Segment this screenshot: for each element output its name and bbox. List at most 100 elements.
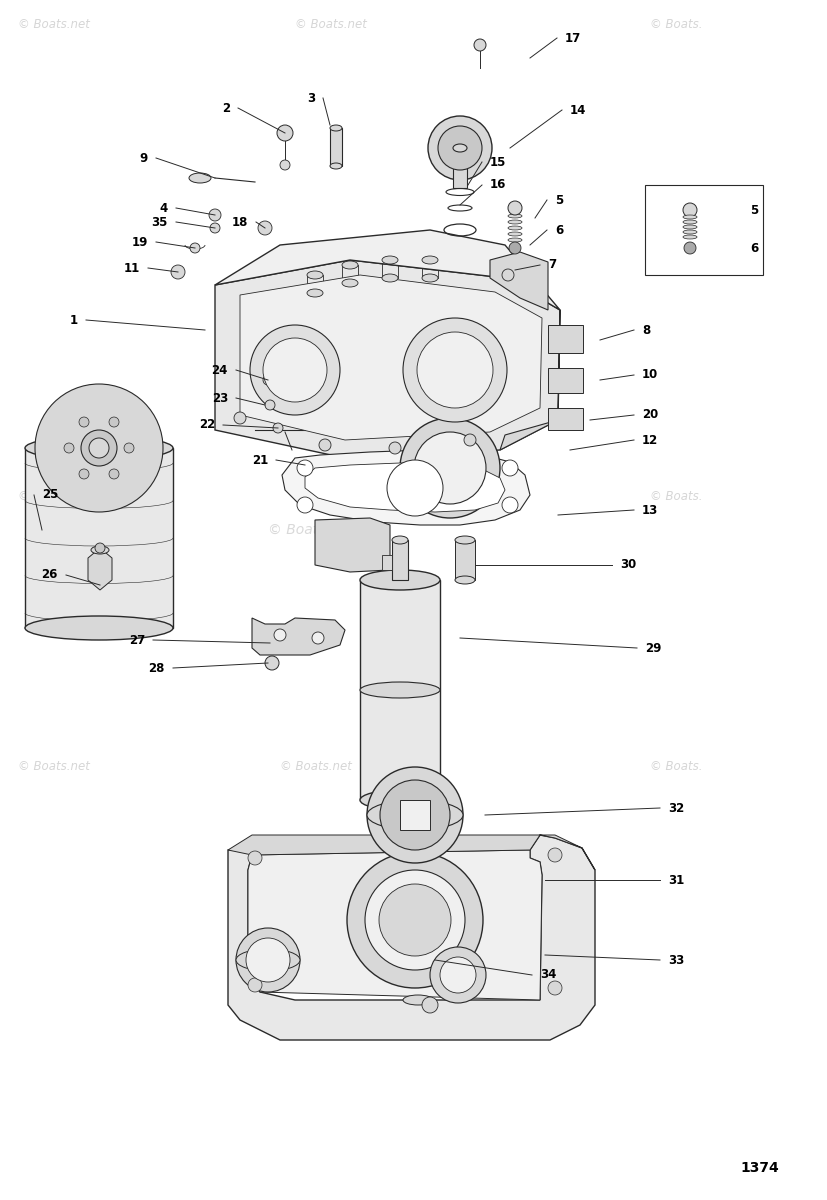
Circle shape <box>312 632 323 644</box>
Circle shape <box>79 418 88 427</box>
Circle shape <box>246 938 289 982</box>
Bar <box>381 554 391 570</box>
Ellipse shape <box>189 173 211 182</box>
Circle shape <box>501 460 518 476</box>
Text: 24: 24 <box>212 364 227 377</box>
Text: 14: 14 <box>569 103 586 116</box>
Circle shape <box>508 200 521 215</box>
Text: 4: 4 <box>160 202 168 215</box>
Polygon shape <box>215 230 559 310</box>
Circle shape <box>437 126 481 170</box>
Circle shape <box>248 851 261 865</box>
Circle shape <box>399 418 500 518</box>
Bar <box>547 325 582 353</box>
Polygon shape <box>215 260 559 458</box>
Bar <box>547 368 582 392</box>
Circle shape <box>236 928 299 992</box>
Ellipse shape <box>403 995 433 1006</box>
Circle shape <box>208 209 221 221</box>
Ellipse shape <box>455 576 475 584</box>
Text: 29: 29 <box>644 642 661 654</box>
Text: 5: 5 <box>749 204 758 216</box>
Circle shape <box>318 439 331 451</box>
Circle shape <box>365 870 465 970</box>
Ellipse shape <box>508 238 521 242</box>
Text: 32: 32 <box>667 802 683 815</box>
Circle shape <box>297 460 313 476</box>
Polygon shape <box>282 450 529 526</box>
Circle shape <box>124 443 134 452</box>
Ellipse shape <box>91 546 109 554</box>
Circle shape <box>366 767 462 863</box>
Ellipse shape <box>452 144 466 152</box>
Circle shape <box>109 418 119 427</box>
Circle shape <box>380 780 449 850</box>
Text: 5: 5 <box>554 193 562 206</box>
Text: © Boats.net: © Boats.net <box>280 760 351 773</box>
Circle shape <box>280 160 289 170</box>
Circle shape <box>379 884 451 956</box>
Text: 17: 17 <box>564 31 581 44</box>
Text: 7: 7 <box>547 258 556 271</box>
Text: © Boats.net: © Boats.net <box>267 953 351 967</box>
Circle shape <box>277 125 293 140</box>
Circle shape <box>250 325 340 415</box>
Text: 9: 9 <box>140 151 148 164</box>
Text: 12: 12 <box>641 433 657 446</box>
Text: © Boats.: © Boats. <box>649 490 701 503</box>
Circle shape <box>386 460 442 516</box>
Ellipse shape <box>391 536 408 544</box>
Polygon shape <box>248 850 542 1000</box>
Ellipse shape <box>342 260 357 269</box>
Text: © Boats.: © Boats. <box>649 18 701 31</box>
Text: 33: 33 <box>667 954 683 966</box>
Text: 20: 20 <box>641 408 657 421</box>
Circle shape <box>263 338 327 402</box>
Polygon shape <box>240 275 542 440</box>
Circle shape <box>347 852 482 988</box>
Text: 30: 30 <box>619 558 635 571</box>
Bar <box>25 448 173 628</box>
Ellipse shape <box>366 800 462 830</box>
Polygon shape <box>490 252 547 310</box>
Circle shape <box>263 374 273 385</box>
Circle shape <box>463 434 476 446</box>
Ellipse shape <box>508 226 521 230</box>
Ellipse shape <box>682 230 696 234</box>
Bar <box>644 185 762 275</box>
Ellipse shape <box>422 274 437 282</box>
Circle shape <box>109 469 119 479</box>
Polygon shape <box>304 463 504 512</box>
Polygon shape <box>314 518 390 572</box>
Ellipse shape <box>25 436 173 460</box>
Ellipse shape <box>360 682 439 698</box>
Text: 2: 2 <box>222 102 230 114</box>
Ellipse shape <box>508 214 521 218</box>
Circle shape <box>683 242 696 254</box>
Bar <box>360 580 439 800</box>
Circle shape <box>428 116 491 180</box>
Circle shape <box>501 269 514 281</box>
Ellipse shape <box>682 220 696 224</box>
Circle shape <box>265 656 279 670</box>
Polygon shape <box>227 835 595 870</box>
Text: 18: 18 <box>232 216 248 228</box>
Text: 25: 25 <box>42 488 59 502</box>
Text: 3: 3 <box>307 91 314 104</box>
Circle shape <box>258 221 272 235</box>
Text: 8: 8 <box>641 324 649 336</box>
Text: 6: 6 <box>749 241 758 254</box>
Ellipse shape <box>381 256 398 264</box>
Bar <box>330 128 342 166</box>
Text: © Boats.net: © Boats.net <box>18 490 90 503</box>
Ellipse shape <box>330 163 342 169</box>
Circle shape <box>274 629 285 641</box>
Text: © Boats.net: © Boats.net <box>294 18 366 31</box>
Text: 6: 6 <box>554 223 562 236</box>
Bar <box>391 540 408 580</box>
Ellipse shape <box>508 220 521 224</box>
Text: 11: 11 <box>123 262 140 275</box>
Text: 1374: 1374 <box>739 1162 778 1175</box>
Circle shape <box>189 242 200 253</box>
Text: 35: 35 <box>151 216 168 228</box>
